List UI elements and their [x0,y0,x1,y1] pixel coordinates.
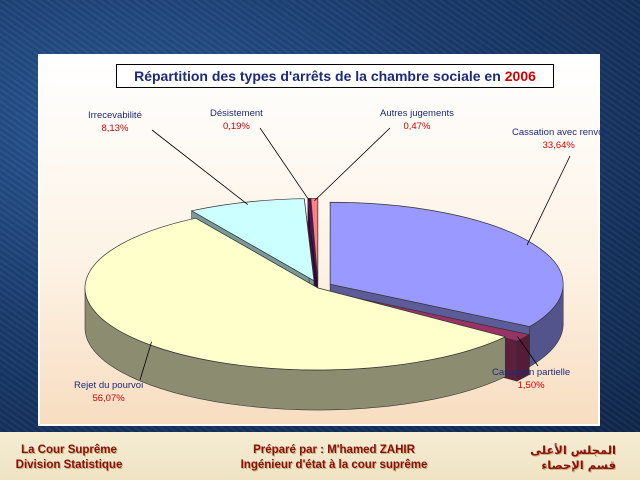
label-name: Désistement [210,108,263,119]
leader-line-4 [259,127,310,202]
label-percent: 1,50% [517,380,545,391]
chart-title-text: Répartition des types d'arrêts de la cha… [134,68,501,84]
pie-chart [84,127,571,411]
chart-panel: Répartition des types d'arrêts de la cha… [38,54,605,426]
label-percent: 0,47% [403,121,431,132]
leader-lines [139,127,571,381]
leader-line-2 [139,341,152,381]
label-percent: 8,13% [101,123,129,134]
leader-line-3 [151,129,249,205]
footer-center: Préparé par : M'hamed ZAHIR Ingénieur d'… [214,443,454,473]
label-autres-jugements: Autres jugements 0,47% [380,107,454,133]
label-rejet-du-pourvoi: Rejet du pourvoi 56,07% [74,379,143,405]
footer-author: Préparé par : M'hamed ZAHIR [253,444,415,456]
footer-band [0,432,640,480]
label-cassation-partielle: Cassation partielle 1,50% [492,366,570,392]
footer-court-name: La Cour Suprême [21,444,117,456]
label-name: Cassation partielle [492,367,571,378]
leader-line-0 [526,155,571,246]
label-name: Autres jugements [380,108,454,119]
slice-irrecevabilit- [190,198,315,282]
chart-title: Répartition des types d'arrêts de la cha… [116,64,554,88]
slice-rejet-du-pourvoi [84,217,507,371]
slice-cassation-avec-renvoi [329,201,564,327]
label-percent: 0,19% [222,121,250,132]
label-name: Cassation avec renvoi [512,127,606,138]
footer-left: La Cour Suprême Division Statistique [10,443,128,473]
label-percent: 33,64% [542,140,575,151]
label-percent: 56,07% [92,393,125,404]
footer-arabic-court: المجلس الأعلى [530,443,616,457]
label-cassation-avec-renvoi: Cassation avec renvoi 33,64% [512,126,605,152]
leader-line-5 [314,127,391,202]
label-irrecevabilite: Irrecevabilité 8,13% [88,109,142,135]
label-desistement: Désistement 0,19% [210,107,263,133]
leader-line-1 [517,336,539,367]
footer-right: المجلس الأعلى قسم الإحصاء [516,443,616,473]
footer-author-title: Ingénieur d'état à la cour suprême [240,459,428,471]
label-name: Rejet du pourvoi [74,380,144,391]
pie-tops [84,197,564,371]
footer-arabic-division: قسم الإحصاء [541,458,616,472]
label-name: Irrecevabilité [88,110,142,121]
footer-division: Division Statistique [15,459,123,471]
chart-title-year: 2006 [504,68,536,84]
slice-autres-jugements [310,197,319,281]
